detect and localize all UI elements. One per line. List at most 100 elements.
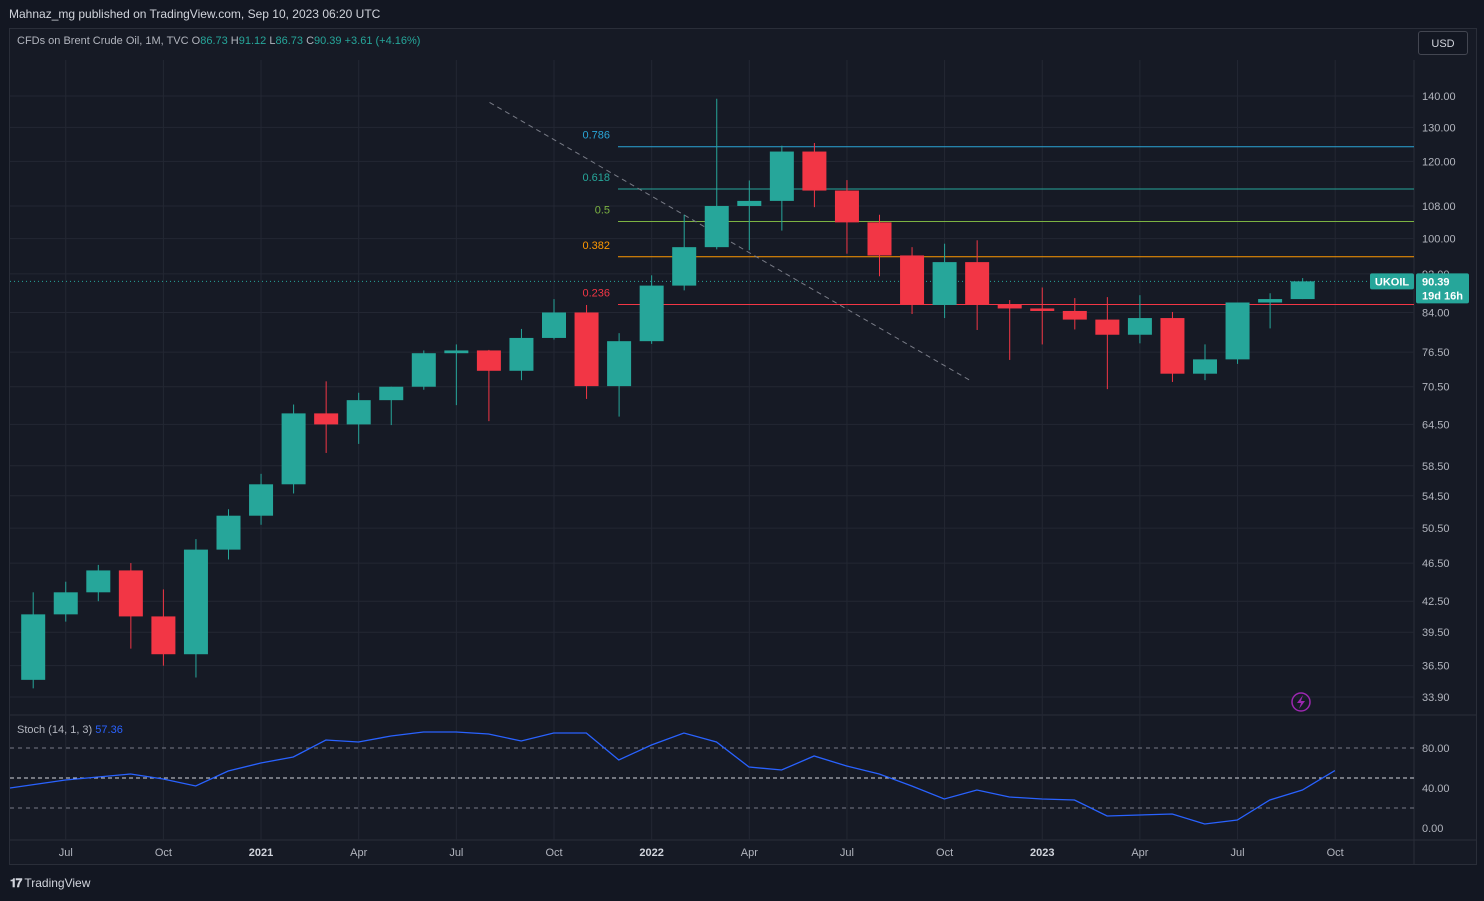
candle-body: [1095, 319, 1120, 335]
candle-body: [151, 616, 176, 655]
stoch-name: Stoch (14, 1, 3): [17, 724, 93, 736]
stoch-legend: Stoch (14, 1, 3) 57.36: [17, 724, 123, 736]
candle-body: [314, 413, 339, 425]
y-tick-label: 84.00: [1422, 307, 1450, 319]
publish-info: Mahnaz_mg published on TradingView.com, …: [9, 7, 381, 21]
candle-body: [53, 592, 78, 615]
tradingview-logo[interactable]: 𝟏𝟕 TradingView: [10, 876, 90, 891]
candle-body: [509, 337, 534, 371]
candle-body: [574, 312, 599, 387]
candle-body: [997, 304, 1022, 309]
candle-body: [1225, 302, 1250, 360]
candle-body: [965, 262, 990, 305]
candle-body: [1193, 359, 1217, 374]
candle-body: [249, 484, 274, 516]
candle-body: [476, 350, 501, 371]
stoch-line: [9, 731, 1336, 825]
y-tick-label: 140.00: [1422, 91, 1456, 103]
candle-body: [672, 247, 697, 286]
candle-body: [216, 515, 241, 550]
y-tick-label: 100.00: [1422, 234, 1456, 246]
high-label: H: [230, 35, 239, 47]
low-label: L: [269, 35, 276, 47]
footer: [0, 866, 1484, 901]
y-tick-label: 64.50: [1422, 419, 1450, 431]
y-tick-label: 120.00: [1422, 156, 1456, 168]
fib-level-label: 0.618: [582, 172, 610, 184]
candle-body: [802, 151, 827, 191]
fib-level-label: 0.786: [582, 130, 610, 142]
candle-body: [444, 350, 469, 354]
y-tick-label: 130.00: [1422, 122, 1456, 134]
candle-body: [183, 549, 208, 655]
candle-body: [1127, 318, 1152, 335]
x-tick-label: Apr: [1131, 847, 1148, 859]
fib-level-label: 0.5: [595, 205, 610, 217]
chart-frame[interactable]: [9, 28, 1477, 865]
x-tick-label: Jul: [840, 847, 854, 859]
candle-body: [1258, 299, 1283, 303]
close-label: C: [306, 35, 315, 47]
open-label: O: [191, 35, 201, 47]
candle-body: [900, 255, 925, 305]
y-tick-label: 36.50: [1422, 661, 1450, 673]
tradingview-brand: TradingView: [24, 876, 91, 890]
x-tick-label: Apr: [350, 847, 367, 859]
y-tick-label: 46.50: [1422, 558, 1450, 570]
x-tick-label: 2022: [639, 847, 663, 859]
stoch-y-tick-label: 0.00: [1422, 823, 1443, 835]
candle-body: [86, 570, 111, 593]
low-value: 86.73: [275, 35, 303, 47]
candle-body: [769, 151, 794, 201]
currency-button[interactable]: USD: [1418, 31, 1468, 55]
candle-body: [834, 190, 859, 223]
candle-body: [867, 222, 892, 256]
candle-body: [1030, 308, 1055, 311]
candle-body: [1160, 318, 1185, 374]
fib-level-label: 0.382: [582, 240, 610, 252]
candle-body: [932, 262, 957, 305]
candle-body: [281, 413, 306, 485]
x-tick-label: Oct: [936, 847, 953, 859]
x-tick-label: 2023: [1030, 847, 1054, 859]
y-tick-label: 58.50: [1422, 461, 1450, 473]
y-tick-label: 108.00: [1422, 201, 1456, 213]
fib-level-label: 0.236: [582, 287, 610, 299]
y-tick-label: 39.50: [1422, 627, 1450, 639]
x-tick-label: Apr: [741, 847, 758, 859]
tradingview-logo-icon: 𝟏𝟕: [10, 876, 22, 890]
change-value: +3.61 (+4.16%): [344, 35, 421, 47]
close-value: 90.39: [314, 35, 342, 47]
candle-body: [737, 200, 762, 206]
price-badge-countdown: 19d 16h: [1422, 290, 1463, 302]
x-tick-label: 2021: [249, 847, 273, 859]
candle-body: [704, 205, 729, 248]
candle-body: [346, 400, 371, 425]
candle-body: [542, 312, 566, 338]
candle-body: [607, 341, 632, 387]
open-value: 86.73: [200, 35, 228, 47]
lightning-icon-ring: [1291, 692, 1311, 712]
stoch-y-tick-label: 40.00: [1422, 783, 1450, 795]
candle-body: [1062, 310, 1087, 320]
stoch-y-tick-label: 80.00: [1422, 743, 1450, 755]
price-badge-symbol: UKOIL: [1375, 276, 1410, 288]
price-badge-bg: [1416, 273, 1469, 304]
stoch-value: 57.36: [95, 724, 123, 736]
x-tick-label: Jul: [449, 847, 463, 859]
x-tick-label: Oct: [1327, 847, 1344, 859]
x-tick-label: Oct: [545, 847, 562, 859]
lightning-icon: [1297, 695, 1305, 709]
x-tick-label: Oct: [155, 847, 172, 859]
symbol-name: CFDs on Brent Crude Oil, 1M, TVC: [17, 35, 189, 47]
y-tick-label: 76.50: [1422, 347, 1450, 359]
top-bar: Mahnaz_mg published on TradingView.com, …: [0, 0, 1484, 28]
high-value: 91.12: [238, 35, 267, 47]
candle-body: [1290, 281, 1315, 300]
x-tick-label: Jul: [1231, 847, 1245, 859]
candle-body: [411, 353, 436, 387]
x-tick-label: Jul: [59, 847, 73, 859]
y-tick-label: 50.50: [1422, 523, 1450, 535]
y-tick-label: 70.50: [1422, 382, 1450, 394]
